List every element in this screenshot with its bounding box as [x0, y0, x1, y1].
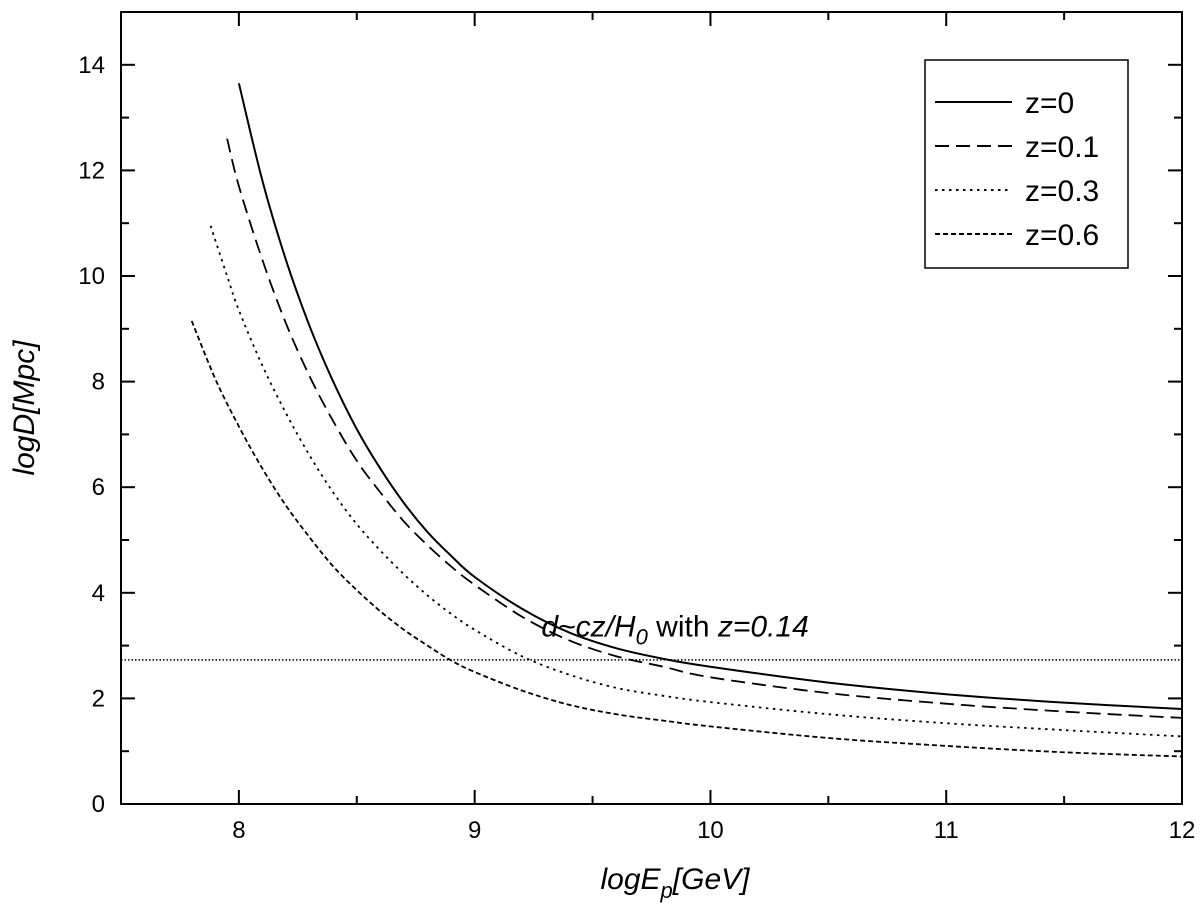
x-tick-label: 9	[468, 817, 481, 844]
legend-label-2: z=0.3	[1025, 175, 1099, 208]
legend-label-0: z=0	[1025, 87, 1074, 120]
legend-box	[924, 59, 1129, 269]
y-tick-label: 10	[78, 263, 105, 290]
ticks: 8 9 10 11 12 0 2 4 6 8 10 12 14	[78, 12, 1195, 844]
y-tick-label: 8	[92, 369, 105, 396]
legend-label-3: z=0.6	[1025, 219, 1099, 252]
y-tick-label: 0	[92, 791, 105, 818]
annotation-suffix: z=0.14	[717, 610, 809, 643]
x-tick-label: 12	[1169, 817, 1196, 844]
x-axis-label: logEp[GeV]	[601, 863, 751, 903]
y-axis-label: logD[Mpc]	[8, 340, 41, 476]
annotation-prefix: d~cz/H	[541, 610, 636, 643]
legend-items: z=0 z=0.1 z=0.3 z=0.6	[935, 87, 1099, 252]
legend-label-1: z=0.1	[1025, 131, 1099, 164]
x-tick-label: 8	[232, 817, 245, 844]
series-line-3	[190, 320, 1183, 758]
y-tick-label: 14	[78, 52, 105, 79]
annotation: d~cz/H0 with z=0.14	[541, 610, 808, 649]
series-group	[190, 83, 1183, 758]
y-tick-label: 4	[92, 580, 105, 607]
series-line-0	[237, 83, 1183, 710]
series-line-1	[226, 138, 1183, 719]
x-axis-label-unit: [GeV]	[672, 863, 750, 896]
x-axis-label-main: logE	[601, 863, 662, 896]
annotation-middle: with	[648, 610, 718, 643]
plot-frame	[120, 11, 1183, 805]
y-tick-label: 2	[92, 685, 105, 712]
x-tick-label: 10	[697, 817, 724, 844]
series-line-2	[209, 225, 1183, 738]
x-tick-label: 11	[934, 817, 959, 844]
annotation-subscript: 0	[636, 624, 649, 649]
y-tick-label: 6	[92, 474, 105, 501]
legend: z=0 z=0.1 z=0.3 z=0.6	[924, 59, 1129, 269]
x-axis-label-subscript: p	[660, 878, 673, 903]
y-tick-label: 12	[78, 157, 105, 184]
